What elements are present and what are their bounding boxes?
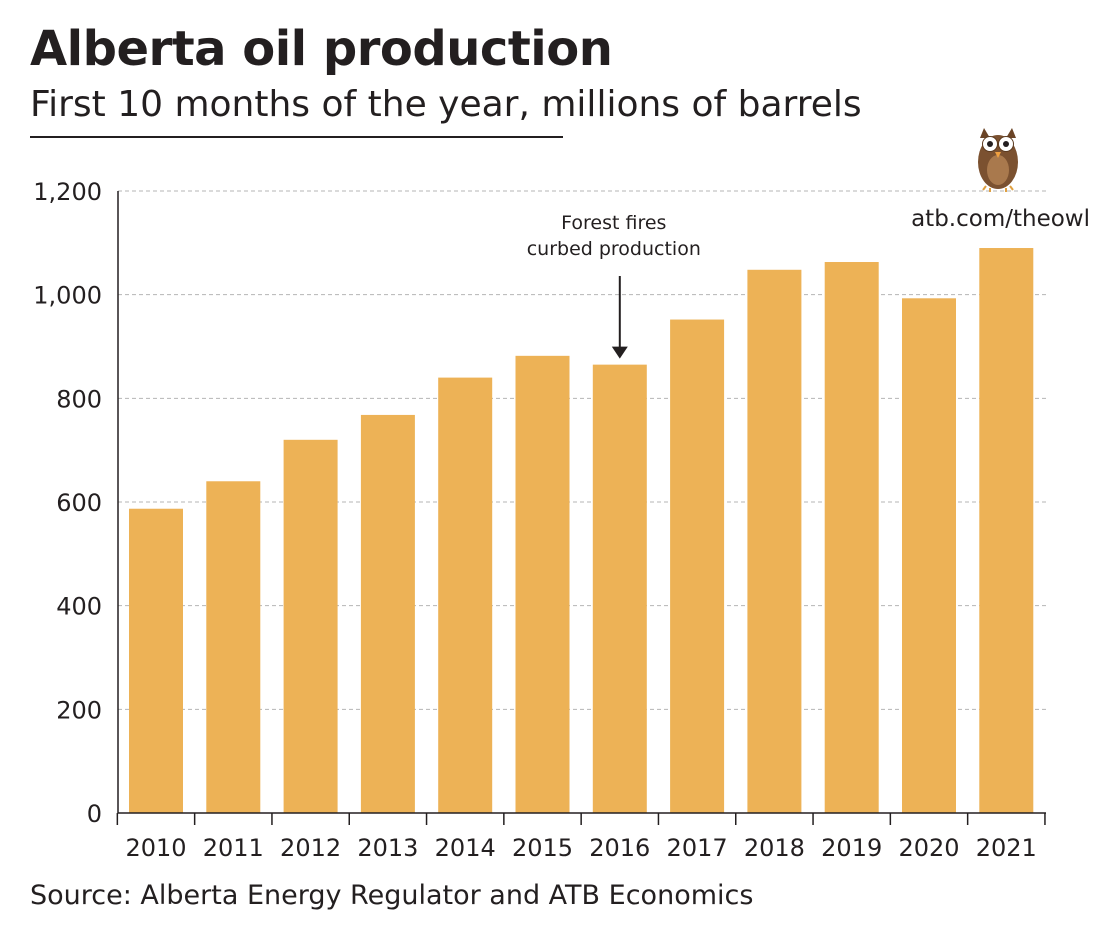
bars [129, 248, 1034, 814]
chart-subtitle: First 10 months of the year, millions of… [30, 84, 862, 125]
gridlines [118, 190, 1046, 710]
bar-2015 [515, 355, 570, 813]
x-tick-label: 2018 [744, 834, 805, 862]
x-tick-label: 2016 [589, 834, 650, 862]
bar-2012 [283, 439, 338, 813]
bar-2016 [592, 364, 647, 813]
bar-2018 [747, 269, 802, 814]
y-tick-label: 200 [56, 696, 102, 724]
bar-2019 [824, 262, 879, 813]
y-tick-label: 0 [87, 800, 102, 828]
owl-url-link[interactable]: atb.com/theowl [911, 206, 1090, 232]
annotation-arrow-head [611, 346, 628, 359]
x-tick-label: 2019 [821, 834, 882, 862]
source-note: Source: Alberta Energy Regulator and ATB… [30, 880, 754, 911]
x-tick-label: 2021 [976, 834, 1037, 862]
x-tick-label: 2015 [512, 834, 573, 862]
x-tick-label: 2014 [435, 834, 496, 862]
annotation-text: Forest fires [561, 212, 666, 234]
y-tick-label: 600 [56, 489, 102, 517]
y-tick-label: 800 [56, 385, 102, 413]
y-tick-label: 1,000 [33, 282, 102, 310]
axes [116, 191, 1046, 825]
x-tick-label: 2012 [280, 834, 341, 862]
chart-title: Alberta oil production [30, 21, 613, 77]
annotations: Forest fires curbed production [527, 212, 701, 359]
bar-2011 [206, 481, 261, 813]
y-tick-label: 400 [56, 593, 102, 621]
bar-2021 [979, 248, 1034, 813]
x-tick-label: 2017 [667, 834, 728, 862]
bar-2020 [902, 298, 956, 813]
bar-2014 [438, 377, 493, 813]
owl-icon [978, 128, 1018, 192]
bar-2010 [129, 508, 183, 813]
annotation-text: curbed production [527, 238, 701, 260]
x-tick-label: 2020 [898, 834, 959, 862]
x-tick-label: 2010 [125, 834, 186, 862]
x-tick-label: 2011 [203, 834, 264, 862]
bar-2013 [360, 414, 415, 813]
y-tick-label: 1,200 [33, 178, 102, 206]
tick-labels: 0 200 400 600 800 1,000 1,200 2010 2011 2012 2013 2… [33, 178, 1037, 862]
bar-2017 [670, 319, 725, 813]
subtitle-underline [30, 136, 563, 138]
x-tick-label: 2013 [357, 834, 418, 862]
